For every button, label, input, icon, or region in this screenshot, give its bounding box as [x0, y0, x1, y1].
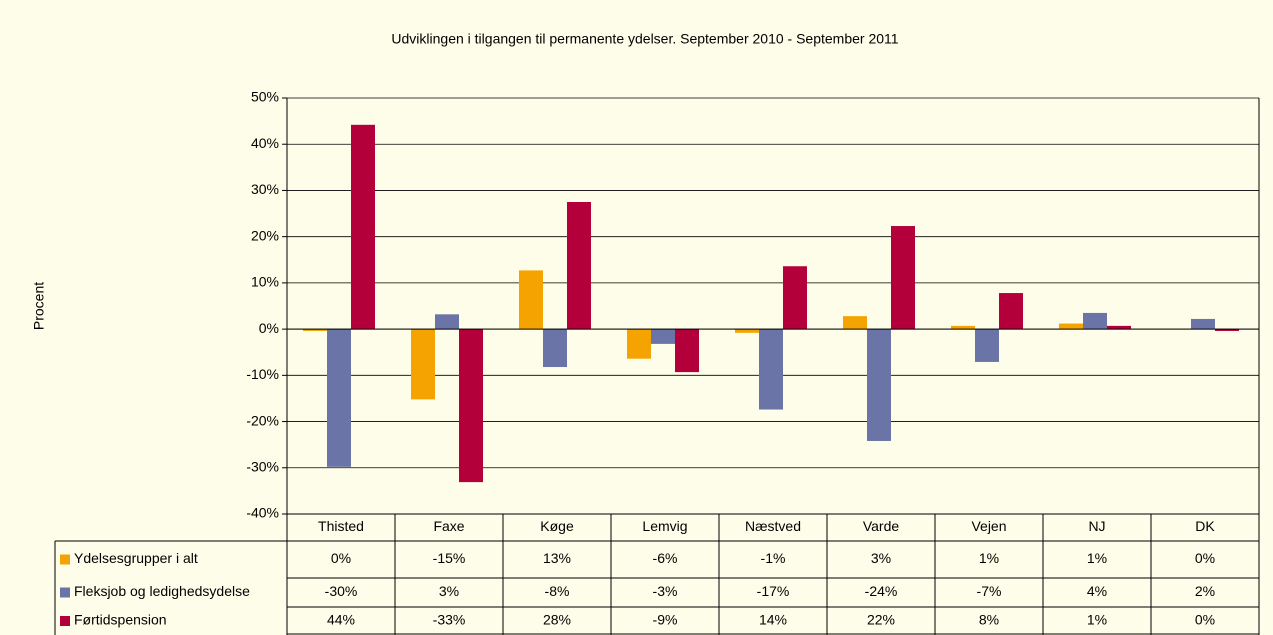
y-tick-label: -30%	[246, 458, 279, 474]
bar	[411, 329, 435, 400]
data-label: 1%	[1087, 550, 1107, 566]
data-label: -1%	[761, 550, 786, 566]
data-label: 44%	[327, 612, 355, 628]
data-label: 3%	[439, 583, 459, 599]
data-label: 3%	[871, 550, 891, 566]
y-tick-label: -20%	[246, 412, 279, 428]
bar	[1107, 325, 1131, 330]
data-label: -6%	[653, 550, 678, 566]
data-label: -3%	[653, 583, 678, 599]
bar	[1083, 312, 1107, 330]
bar	[675, 329, 699, 373]
y-tick-label: 50%	[251, 89, 279, 105]
bar	[759, 329, 783, 410]
bar	[891, 226, 915, 330]
x-tick-label: Næstved	[745, 518, 801, 534]
data-label: 28%	[543, 612, 571, 628]
data-label: 0%	[1195, 612, 1215, 628]
legend-label: Fleksjob og ledighedsydelse	[74, 583, 250, 599]
data-label: -24%	[865, 583, 898, 599]
legend-label: Førtidspension	[74, 612, 167, 628]
bar	[627, 329, 651, 359]
bar	[567, 202, 591, 330]
y-tick-label: -10%	[246, 366, 279, 382]
x-tick-label: DK	[1195, 518, 1215, 534]
legend-swatch	[60, 587, 70, 598]
bar	[351, 124, 375, 330]
y-tick-label: -40%	[246, 505, 279, 521]
data-label: 0%	[1195, 550, 1215, 566]
x-tick-label: Køge	[540, 518, 574, 534]
y-tick-label: 40%	[251, 135, 279, 151]
data-label: -15%	[433, 550, 466, 566]
y-tick-label: 30%	[251, 181, 279, 197]
bar	[1059, 323, 1083, 330]
bar	[783, 266, 807, 330]
x-tick-label: Faxe	[433, 518, 464, 534]
data-label: -33%	[433, 612, 466, 628]
data-label: -7%	[977, 583, 1002, 599]
bar	[999, 293, 1023, 330]
legend-swatch	[60, 616, 70, 626]
bar	[543, 329, 567, 368]
data-label: 1%	[979, 550, 999, 566]
bar	[951, 325, 975, 330]
bar	[975, 329, 999, 362]
y-tick-label: 20%	[251, 227, 279, 243]
y-tick-label: 0%	[259, 320, 279, 336]
data-label: -17%	[757, 583, 790, 599]
bar	[327, 329, 351, 467]
chart-title: Udviklingen i tilgangen til permanente y…	[391, 31, 898, 47]
y-tick-label: 10%	[251, 274, 279, 290]
data-label: 13%	[543, 550, 571, 566]
bar	[651, 329, 675, 344]
bar	[1191, 318, 1215, 330]
data-label: -9%	[653, 612, 678, 628]
legend-swatch	[60, 554, 70, 565]
x-tick-label: NJ	[1088, 518, 1105, 534]
legend-label: Ydelsesgrupper i alt	[74, 550, 198, 566]
bar	[303, 329, 327, 331]
y-axis-label: Procent	[31, 282, 47, 330]
data-label: -8%	[545, 583, 570, 599]
bar	[867, 329, 891, 441]
bar	[435, 314, 459, 330]
data-label: 1%	[1087, 612, 1107, 628]
data-label: -30%	[325, 583, 358, 599]
bar	[735, 329, 759, 333]
bar	[459, 329, 483, 483]
x-tick-label: Varde	[863, 518, 900, 534]
data-label: 14%	[759, 612, 787, 628]
bar	[843, 316, 867, 330]
bar	[519, 270, 543, 330]
x-tick-label: Vejen	[971, 518, 1006, 534]
data-label: 2%	[1195, 583, 1215, 599]
data-label: 22%	[867, 612, 895, 628]
x-tick-label: Thisted	[318, 518, 364, 534]
x-tick-label: Lemvig	[642, 518, 687, 534]
data-label: 0%	[331, 550, 351, 566]
data-label: 4%	[1087, 583, 1107, 599]
data-label: 8%	[979, 612, 999, 628]
bar	[1215, 329, 1239, 331]
